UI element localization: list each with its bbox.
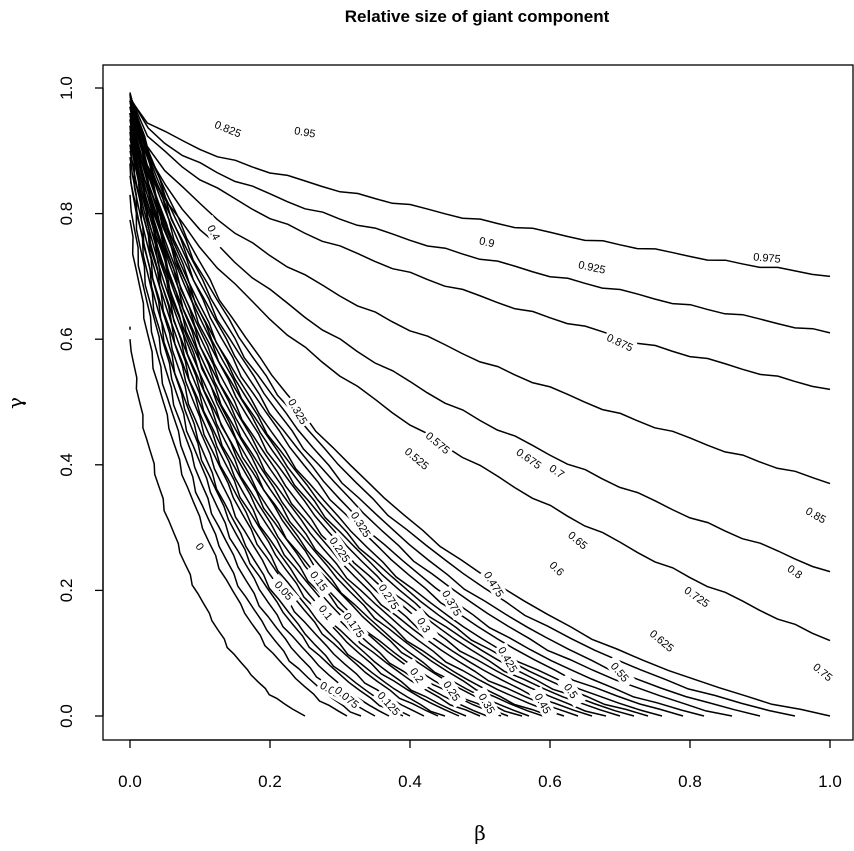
contour-line [129,150,411,717]
contour-label-bg [303,563,335,599]
contour-label-bg [479,566,509,602]
contour-label-bg [777,556,813,587]
contour-label-bg [645,624,679,657]
y-tick-label: 1.0 [57,76,76,100]
chart-title: Relative size of giant component [345,7,610,26]
contour-lines [129,92,831,717]
contour-label-bg [374,579,404,614]
contour-line [129,100,663,717]
contour-line [129,93,831,573]
contour-label: 0.975 [753,251,781,265]
contour-line [129,106,579,717]
contour-label-bg [210,116,246,142]
x-tick-label: 0.8 [678,772,702,791]
contour-line [129,131,460,717]
contour-label-bg [373,686,405,721]
contour-line [129,94,761,717]
contour-line [129,95,831,391]
y-axis: 0.0 0.2 0.4 0.6 0.8 1.0 [57,76,104,728]
contour-label-bg [574,256,610,278]
contour-label: 0 [193,541,206,553]
y-axis-label: γ [3,397,27,409]
contour-line [129,97,831,334]
y-tick-label: 0.8 [57,202,76,226]
contour-label-bg [539,456,575,486]
contour-label: 0.9 [478,235,495,250]
contour-label-bg [346,507,376,542]
contour-label-bg [283,394,313,429]
contour-label-bg [437,585,467,621]
y-tick-label: 0.0 [57,704,76,728]
contour-line [129,106,593,717]
contour-label-bg [602,329,638,356]
contour-label-bg [421,427,455,459]
x-tick-label: 0.0 [118,772,142,791]
contour-label-bg [472,686,502,721]
contour-line [129,119,509,717]
contour-label-bg [540,552,574,585]
x-tick-label: 0.2 [258,772,282,791]
contour-line [129,94,831,717]
contour-label-bg [330,681,364,713]
contour-label-bg [528,686,558,721]
contour-line [129,94,684,717]
contour-line [129,125,481,717]
contour-label-bg [185,529,215,564]
x-tick-label: 0.6 [538,772,562,791]
y-tick-label: 0.6 [57,327,76,351]
contour-label-bg [402,658,432,693]
contour-label-bg [310,595,342,630]
contour-line [129,106,551,717]
contour-line [129,112,530,717]
contour-label-bg [556,673,586,709]
contour-line [129,339,306,717]
x-tick-label: 0.4 [398,772,422,791]
contour-label-bg [469,231,505,253]
contour-label-bg [604,655,636,689]
contour-line [129,113,544,717]
contour-label-bg [268,573,300,607]
contour-label-bg [493,642,523,677]
x-tick-label: 1.0 [818,772,842,791]
contour-label-bg [288,122,322,142]
contour-label-bg [511,443,547,474]
contour-line [129,219,348,717]
contour-label: 0.925 [577,259,606,276]
y-tick-label: 0.4 [57,453,76,477]
contour-line [129,175,376,717]
contour-label-bg [750,249,784,266]
contour-line [129,138,439,717]
contour-label-bg [561,524,595,556]
contour-label-bg [437,673,467,709]
contour-line [129,100,621,717]
contour-label: 0.825 [213,119,243,140]
contour-line [129,156,404,717]
contour-label-bg [798,500,834,530]
contour-line [129,94,705,717]
contour-label-bg [200,215,228,250]
contour-line [129,94,796,717]
contour-label-bg [339,607,369,643]
y-tick-label: 0.2 [57,579,76,603]
contour-label-bg [806,656,840,688]
contour-label: 0.95 [293,125,316,141]
x-axis: 0.0 0.2 0.4 0.6 0.8 1.0 [118,739,842,791]
contour-label-bg [409,607,439,643]
contour-label-bg [400,442,434,475]
contour-line [129,92,831,642]
contour-line [129,112,523,717]
contour-label-bg [679,581,715,612]
contour-line [129,94,831,485]
plot-frame [102,64,854,741]
contour-line [129,194,362,717]
contour-line [129,144,425,717]
x-axis-label: β [474,821,486,845]
contour-line [129,98,831,278]
contour-label-bg [325,532,355,567]
